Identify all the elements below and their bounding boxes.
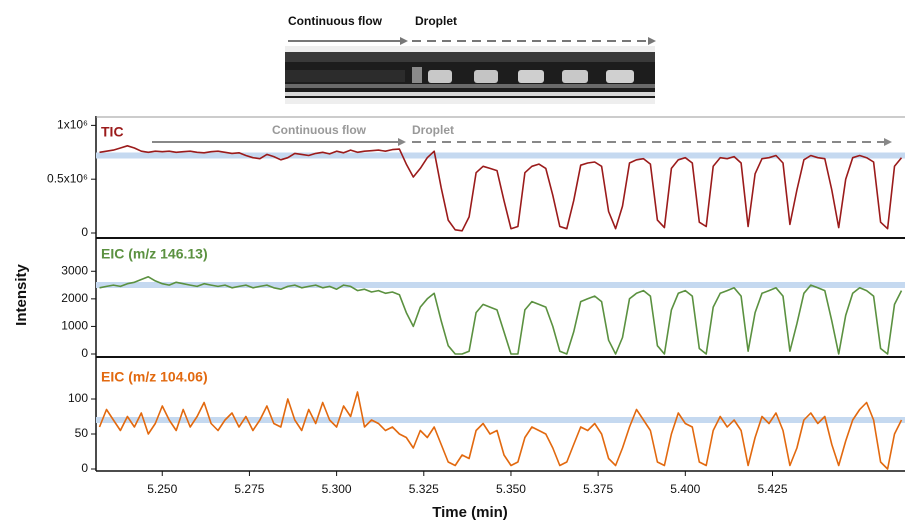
x-axis-label: Time (min) — [432, 504, 508, 521]
x-tick-label: 5.400 — [670, 482, 700, 496]
y-tick-label: 3000 — [61, 263, 88, 277]
trace-line — [99, 145, 903, 232]
x-tick-label: 5.325 — [409, 482, 439, 496]
y-tick-label: 0 — [81, 461, 88, 475]
x-tick-label: 5.275 — [234, 482, 264, 496]
panel-label: TIC — [101, 124, 124, 140]
y-tick-label: 0 — [81, 225, 88, 239]
x-tick-label: 5.250 — [147, 482, 177, 496]
x-tick-label: 5.350 — [496, 482, 526, 496]
y-axis-label: Intensity — [13, 264, 30, 326]
y-tick-label: 50 — [75, 426, 89, 440]
image-droplet-label: Droplet — [415, 14, 457, 28]
y-tick-label: 0.5x10⁶ — [47, 171, 88, 185]
x-tick-label: 5.300 — [322, 482, 352, 496]
trace-line — [98, 391, 903, 470]
image-arrows — [288, 37, 656, 45]
y-tick-label: 2000 — [61, 291, 88, 305]
x-tick-label: 5.375 — [583, 482, 613, 496]
phase-arrows — [152, 138, 892, 146]
panel-label: EIC (m/z 146.13) — [101, 246, 208, 262]
y-tick-label: 100 — [68, 391, 88, 405]
x-tick-label: 5.425 — [757, 482, 787, 496]
droplet-image — [285, 46, 655, 104]
y-tick-label: 1000 — [61, 319, 88, 333]
panel-flow-label: Continuous flow — [272, 123, 367, 137]
axis-frame — [95, 116, 905, 472]
trace-line — [99, 276, 903, 355]
panel-label: EIC (m/z 104.06) — [101, 369, 208, 385]
image-flow-label: Continuous flow — [288, 14, 383, 28]
y-tick-label: 0 — [81, 346, 88, 360]
y-tick-label: 1x10⁶ — [57, 118, 88, 132]
panel-droplet-label: Droplet — [412, 123, 454, 137]
